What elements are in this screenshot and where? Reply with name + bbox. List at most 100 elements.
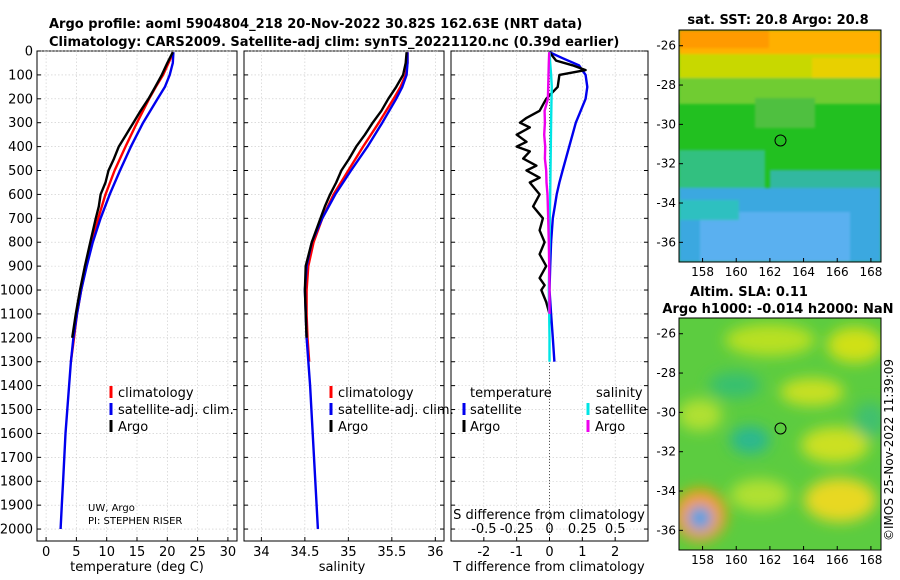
x-tick-label: 15 — [129, 545, 146, 560]
x-axes: 0 5 10 15 20 25 30 34 34.5 35 35.5 36 -2 -1 0 1 2 -0.5 -0.… — [42, 522, 626, 560]
x-tick-label: 34.5 — [290, 545, 319, 560]
depth-tick-label: 1300 — [0, 355, 33, 370]
figure-title-line1: Argo profile: aoml 5904804_218 20-Nov-20… — [49, 17, 582, 32]
depth-tick-label: 400 — [8, 140, 33, 155]
x-tick-label: 36 — [427, 545, 444, 560]
legend-label-argo: Argo — [118, 420, 148, 435]
s-tick-label: 0 — [545, 522, 553, 537]
map-x-tick-label: 158 — [691, 553, 714, 567]
legend-title-temperature: temperature — [470, 386, 552, 401]
map-x-tick-label: 164 — [792, 553, 815, 567]
legend-title-salinity: salinity — [596, 386, 643, 401]
sst-warm-patch-nw — [679, 30, 769, 48]
sla-map-frame — [678, 317, 882, 551]
series-line-argo — [71, 51, 174, 338]
salinity-xlabel: salinity — [319, 560, 366, 575]
argo-position-marker — [774, 422, 787, 435]
depth-tick-label: 0 — [25, 45, 33, 60]
map-x-tick-label: 160 — [725, 265, 748, 279]
s-tick-label: 0.25 — [568, 522, 597, 537]
map-y-tick-label: -28 — [656, 78, 676, 92]
legend-label-climatology: climatology — [338, 386, 414, 401]
depth-tick-label: 200 — [8, 92, 33, 107]
depth-tick-label: 1000 — [0, 284, 33, 299]
x-tick-label: 25 — [189, 545, 206, 560]
depth-tick-label: 1200 — [0, 331, 33, 346]
depth-tick-label: 700 — [8, 212, 33, 227]
credit-pi: PI: STEPHEN RISER — [88, 516, 182, 527]
sst-green-patch-center — [755, 98, 815, 128]
sst-map-axes: 158 160 162 164 166 168 -26 -28 -30 -32 -34 -36 — [656, 39, 882, 279]
legend-label-sat-s: satellite — [595, 403, 647, 418]
depth-tick-label: 1500 — [0, 403, 33, 418]
sla-patches — [679, 324, 881, 541]
depth-tick-label: 300 — [8, 116, 33, 131]
map-x-tick-label: 166 — [826, 553, 849, 567]
temperature-legend: climatology satellite-adj. clim. Argo — [109, 386, 234, 435]
s-tick-label: 0.5 — [605, 522, 626, 537]
depth-tick-label: 1100 — [0, 307, 33, 322]
x-tick-label: 30 — [220, 545, 237, 560]
map-x-tick-label: 166 — [826, 265, 849, 279]
sla-map-title-line1: Altim. SLA: 0.11 — [690, 285, 808, 300]
map-y-tick-label: -32 — [656, 445, 676, 459]
map-x-tick-label: 164 — [792, 265, 815, 279]
legend-label-satellite-adj: satellite-adj. clim. — [118, 403, 234, 418]
s-tick-label: -0.5 — [471, 522, 496, 537]
depth-tick-label: 1800 — [0, 475, 33, 490]
x-tick-label: 35.5 — [377, 545, 406, 560]
sla-high-south — [730, 479, 790, 511]
sla-map-field — [679, 318, 881, 550]
salinity-legend: climatology satellite-adj. clim. Argo — [329, 386, 454, 435]
x-tick-label: 5 — [72, 545, 80, 560]
credit-institution: UW, Argo — [88, 503, 135, 514]
depth-tick-label: 100 — [8, 68, 33, 83]
legend-label-climatology: climatology — [118, 386, 194, 401]
depth-tick-label: 500 — [8, 164, 33, 179]
map-y-tick-label: -36 — [656, 523, 676, 537]
x-tick-label: 35 — [340, 545, 357, 560]
map-x-tick-label: 168 — [859, 553, 882, 567]
legend-label-argo-s: Argo — [595, 420, 625, 435]
x-tick-label: -1 — [510, 545, 523, 560]
sla-high-ne — [827, 327, 881, 363]
difference-legend: temperature salinity satellite Argo sate… — [462, 386, 647, 435]
depth-tick-label: 800 — [8, 236, 33, 251]
sla-map-title-line2: Argo h1000: -0.014 h2000: NaN — [662, 302, 893, 317]
legend-label-sat-t: satellite — [470, 403, 522, 418]
x-tick-label: 10 — [98, 545, 115, 560]
s-difference-xlabel: S difference from climatology — [453, 508, 645, 523]
x-tick-label: 34 — [253, 545, 270, 560]
sla-map-axes: 158 160 162 164 166 168 -26 -28 -30 -32 -34 -36 — [656, 327, 882, 567]
legend-label-satellite-adj: satellite-adj. clim. — [338, 403, 454, 418]
grid-layer — [37, 50, 648, 541]
depth-tick-label: 1600 — [0, 427, 33, 442]
depth-tick-label: 900 — [8, 260, 33, 275]
x-tick-label: 2 — [611, 545, 619, 560]
imos-timestamp: ©IMOS 25-Nov-2022 11:39:09 — [882, 359, 896, 541]
map-y-tick-label: -36 — [656, 235, 676, 249]
x-tick-label: 20 — [159, 545, 176, 560]
sst-map-frame — [678, 29, 882, 263]
sla-low-west — [709, 372, 761, 398]
series-line-argo — [303, 52, 408, 338]
sla-low-center — [730, 426, 770, 454]
depth-tick-label: 600 — [8, 188, 33, 203]
map-y-tick-label: -32 — [656, 157, 676, 171]
map-x-tick-label: 162 — [758, 553, 781, 567]
sst-patches — [679, 30, 881, 262]
temperature-xlabel: temperature (deg C) — [70, 560, 204, 575]
x-tick-label: 0 — [545, 545, 553, 560]
x-tick-label: 1 — [578, 545, 586, 560]
map-y-tick-label: -28 — [656, 366, 676, 380]
sla-low-east — [854, 402, 881, 438]
depth-tick-label: 1400 — [0, 379, 33, 394]
sla-high-west — [679, 399, 722, 431]
series-line-satellite-adj-clim- — [59, 52, 175, 530]
x-tick-label: -2 — [477, 545, 490, 560]
sst-cool-patch-south — [700, 212, 850, 262]
map-x-tick-label: 158 — [691, 265, 714, 279]
sla-high-center — [780, 378, 844, 406]
depth-tick-label: 1900 — [0, 499, 33, 514]
